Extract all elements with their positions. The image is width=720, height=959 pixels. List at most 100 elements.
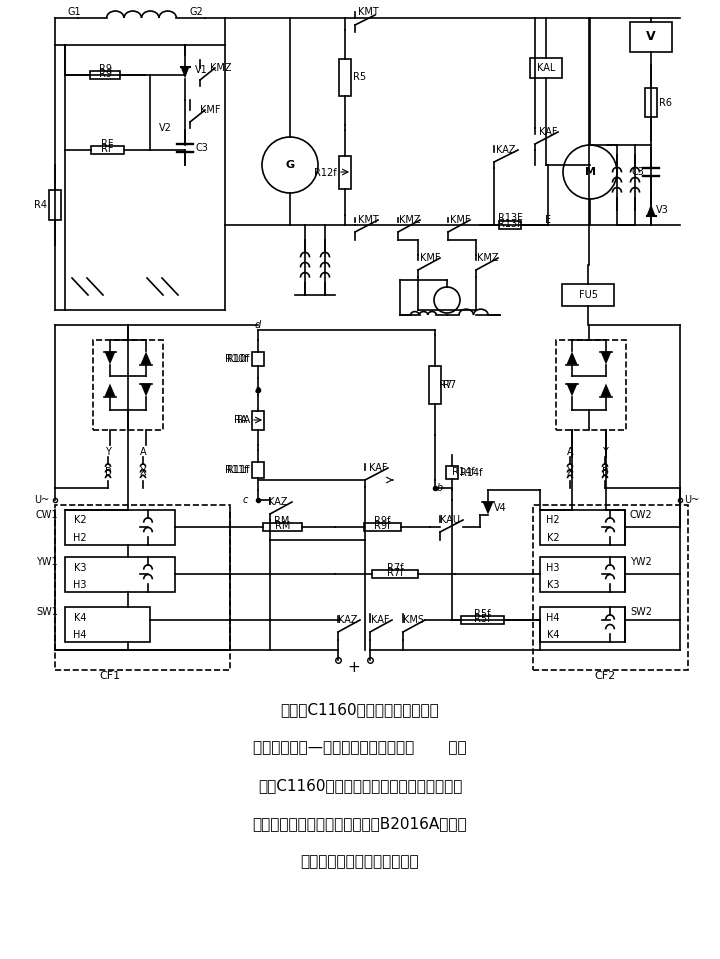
Text: RA: RA: [237, 415, 250, 425]
Text: R9: R9: [99, 64, 112, 74]
Text: KMZ: KMZ: [210, 63, 232, 73]
Text: YW2: YW2: [630, 557, 652, 567]
Text: K4: K4: [73, 613, 86, 623]
Text: 的电力拖动系统。但复杂程度较B2016A型龙门: 的电力拖动系统。但复杂程度较B2016A型龙门: [253, 816, 467, 831]
Text: KMT: KMT: [358, 7, 379, 17]
Text: KMT: KMT: [358, 215, 379, 225]
Text: X: X: [567, 467, 573, 477]
Text: K3: K3: [73, 563, 86, 573]
Text: V: V: [646, 31, 656, 43]
Polygon shape: [567, 352, 577, 364]
Polygon shape: [567, 384, 577, 396]
Text: YW1: YW1: [37, 557, 58, 567]
Text: Y: Y: [105, 447, 111, 457]
Bar: [339, 156, 351, 189]
Text: 所示为C1160重型车床的部分电气: 所示为C1160重型车床的部分电气: [281, 703, 439, 717]
Bar: [461, 616, 504, 624]
Text: A: A: [567, 447, 573, 457]
Text: KMF: KMF: [450, 215, 470, 225]
Polygon shape: [104, 352, 115, 364]
Text: b: b: [437, 483, 443, 493]
Bar: [530, 58, 562, 78]
Text: A: A: [140, 447, 146, 457]
Text: K3: K3: [546, 580, 559, 590]
Bar: [540, 557, 625, 592]
Text: C3: C3: [196, 143, 209, 153]
Text: RF: RF: [101, 139, 113, 149]
Bar: [263, 523, 302, 531]
Text: U~: U~: [685, 495, 700, 505]
Bar: [562, 284, 614, 306]
Text: KMS: KMS: [402, 615, 423, 625]
Bar: [429, 366, 441, 404]
Text: KMF: KMF: [200, 105, 220, 115]
Bar: [339, 59, 351, 96]
Text: R5: R5: [353, 73, 366, 82]
Text: KMZ: KMZ: [477, 253, 499, 263]
Text: R13F: R13F: [498, 219, 523, 229]
Bar: [498, 221, 521, 229]
Bar: [540, 607, 625, 642]
Text: R5f: R5f: [474, 609, 490, 619]
Text: H2: H2: [73, 533, 87, 543]
Text: K2: K2: [73, 515, 86, 525]
Bar: [252, 410, 264, 430]
Text: R4: R4: [34, 200, 47, 210]
Polygon shape: [104, 384, 115, 396]
Text: R11f: R11f: [228, 465, 250, 475]
Text: KAZ: KAZ: [269, 497, 288, 507]
Bar: [65, 607, 150, 642]
Text: R12f: R12f: [315, 168, 337, 177]
Text: a: a: [255, 385, 261, 395]
Bar: [65, 557, 175, 592]
Text: R5f: R5f: [474, 614, 491, 624]
Bar: [252, 462, 264, 478]
Text: B: B: [104, 467, 112, 477]
Text: 刨床的控制电路要简化一些。: 刨床的控制电路要简化一些。: [301, 854, 419, 870]
Text: G2: G2: [190, 7, 204, 17]
Polygon shape: [647, 204, 655, 216]
Text: Y: Y: [602, 447, 608, 457]
Text: R13F: R13F: [498, 213, 523, 223]
Text: R7f: R7f: [387, 568, 403, 578]
Text: RF: RF: [102, 144, 114, 154]
Bar: [65, 510, 175, 545]
Text: R7: R7: [439, 380, 453, 390]
Text: U~: U~: [35, 495, 50, 505]
Polygon shape: [600, 384, 611, 396]
Text: K4: K4: [546, 630, 559, 640]
Text: E: E: [545, 215, 551, 225]
Text: R10f: R10f: [228, 354, 250, 364]
Bar: [91, 146, 124, 154]
Text: CF2: CF2: [595, 671, 616, 681]
Text: R10f: R10f: [225, 354, 247, 364]
Text: KAF: KAF: [539, 127, 557, 137]
Bar: [540, 510, 625, 545]
Bar: [364, 523, 400, 531]
Text: 图，是发电机—电动机机组电路。从图       可以: 图，是发电机—电动机机组电路。从图 可以: [253, 740, 467, 756]
Text: H2: H2: [546, 515, 560, 525]
Polygon shape: [140, 352, 151, 364]
Polygon shape: [140, 384, 151, 396]
Text: R9f: R9f: [374, 521, 391, 531]
Text: KAZ: KAZ: [496, 145, 516, 155]
Text: H4: H4: [546, 613, 559, 623]
Text: KMZ: KMZ: [400, 215, 420, 225]
Text: K2: K2: [546, 533, 559, 543]
Text: KAF: KAF: [369, 463, 387, 473]
Text: CW1: CW1: [35, 510, 58, 520]
Text: KAF: KAF: [371, 615, 390, 625]
Text: R14f: R14f: [451, 467, 474, 477]
Text: KAL: KAL: [537, 63, 555, 73]
Text: c: c: [243, 495, 248, 505]
Text: RA: RA: [234, 415, 247, 425]
Text: R7f: R7f: [387, 563, 403, 573]
Text: d: d: [255, 320, 261, 330]
Text: H3: H3: [73, 580, 86, 590]
Text: SW1: SW1: [36, 607, 58, 617]
Text: KMF: KMF: [420, 253, 440, 263]
Text: R9: R9: [99, 69, 112, 79]
Bar: [446, 466, 458, 480]
Polygon shape: [482, 502, 493, 514]
Polygon shape: [600, 352, 611, 364]
